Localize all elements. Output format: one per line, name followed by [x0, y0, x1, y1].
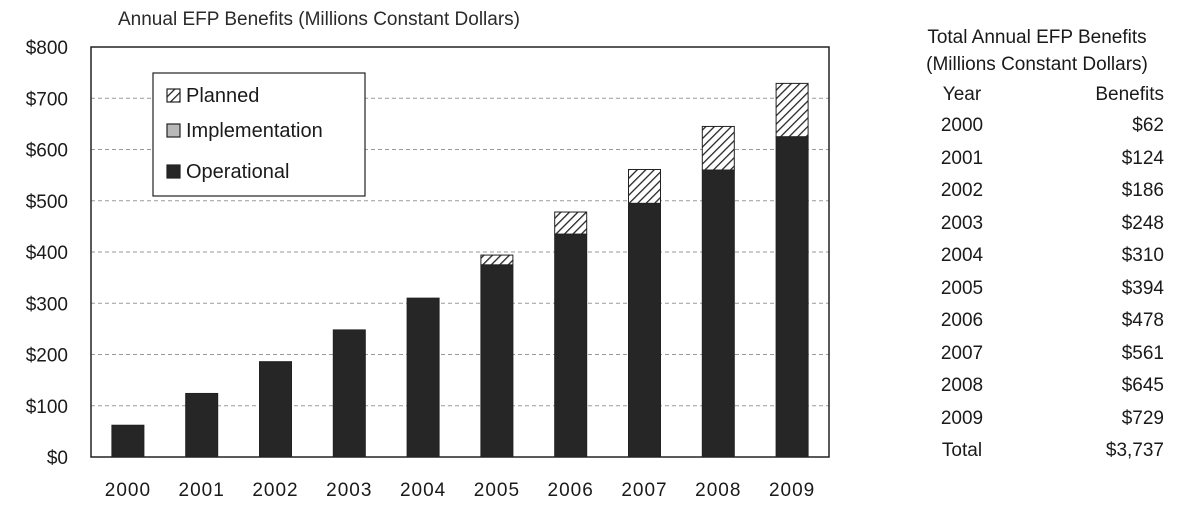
summary-year: 2004: [940, 245, 984, 267]
summary-header-year: Year: [942, 84, 982, 105]
x-tick-label: 2005: [474, 480, 520, 501]
y-tick-label: $0: [47, 448, 68, 469]
summary-year: 2007: [940, 342, 984, 364]
summary-benefits: $561: [1121, 342, 1164, 364]
y-tick-label: $400: [26, 243, 68, 264]
legend-box: [152, 72, 366, 197]
chart-title: Annual EFP Benefits (Millions Constant D…: [118, 9, 520, 30]
summary-table-panel: Total Annual EFP Benefits (Millions Cons…: [892, 24, 1182, 468]
summary-benefits: $310: [1121, 245, 1164, 267]
summary-header-row: Year Benefits: [892, 80, 1164, 110]
x-tick-label: 2006: [548, 480, 594, 501]
summary-row: 2003 $248: [892, 208, 1164, 241]
stacked-bar-chart: $0$100$200$300$400$500$600$700$800 2000 2…: [26, 38, 830, 501]
plot-frame: [90, 46, 830, 458]
x-tick-label: 2000: [105, 480, 151, 501]
summary-row: 2002 $186: [892, 175, 1164, 208]
summary-row: 2007 $561: [892, 338, 1164, 371]
summary-benefits: $394: [1121, 277, 1164, 299]
summary-row: 2004 $310: [892, 240, 1164, 273]
legend-swatch-implementation: [166, 123, 181, 138]
bar-operational-2009: [775, 136, 809, 458]
legend-label-implementation: Implementation: [186, 120, 323, 142]
y-tick-label: $700: [26, 89, 68, 110]
bar-operational-2006: [554, 233, 588, 458]
y-axis-ticks: $0 $100 $200 $300 $400 $500 $600 $700 $800: [26, 38, 68, 469]
summary-body: 2000 $62 2001 $124 2002 $186 2003 $248 2004 $310 2…: [892, 110, 1164, 435]
bar-operational-2001: [185, 392, 219, 458]
bar-operational-2004: [406, 297, 440, 458]
x-tick-label: 2008: [695, 480, 741, 501]
summary-year: 2005: [940, 277, 984, 299]
summary-total-label: Total: [941, 440, 983, 462]
bar-planned-2008: [701, 125, 735, 171]
legend-swatch-planned: [166, 88, 181, 103]
summary-row: 2005 $394: [892, 273, 1164, 306]
y-tick-label: $600: [26, 141, 68, 162]
y-tick-label: $800: [26, 38, 68, 59]
legend-label-operational: Operational: [186, 161, 289, 183]
summary-year: 2006: [940, 310, 984, 332]
bar-operational-2002: [259, 361, 292, 458]
bar-planned-2007: [628, 168, 661, 204]
summary-year: 2000: [940, 115, 984, 137]
legend: Planned Implementation Operational: [152, 72, 366, 197]
x-tick-label: 2004: [400, 480, 446, 501]
bar-operational-2007: [628, 202, 661, 458]
summary-year: 2008: [940, 375, 984, 397]
bar-planned-2009: [775, 82, 809, 138]
summary-benefits: $186: [1121, 180, 1164, 202]
y-tick-label: $200: [26, 346, 68, 367]
bars: [111, 82, 809, 458]
summary-header-benefits: Benefits: [1095, 84, 1164, 105]
summary-total-row: Total $3,737: [892, 435, 1164, 468]
legend-label-planned: Planned: [186, 85, 259, 107]
summary-benefits: $729: [1121, 407, 1164, 429]
summary-benefits: $645: [1121, 375, 1164, 397]
x-tick-label: 2007: [621, 480, 667, 501]
summary-benefits: $124: [1121, 147, 1164, 169]
summary-benefits: $478: [1121, 310, 1164, 332]
summary-year: 2002: [940, 180, 984, 202]
summary-total-value: $3,737: [1105, 440, 1164, 462]
y-tick-label: $500: [26, 192, 68, 213]
y-tick-label: $300: [26, 294, 68, 315]
x-axis-ticks: 2000 2001 2002 2003 2004 2005 2006 2007 2008 2009: [105, 480, 815, 501]
bar-planned-2006: [554, 211, 588, 235]
x-tick-label: 2002: [252, 480, 298, 501]
legend-swatch-operational: [166, 164, 181, 179]
summary-benefits: $248: [1121, 212, 1164, 234]
y-tick-label: $100: [26, 397, 68, 418]
x-tick-label: 2001: [179, 480, 225, 501]
summary-title-line1: Total Annual EFP Benefits: [927, 27, 1147, 48]
bar-operational-2003: [332, 329, 366, 458]
bar-operational-2008: [701, 169, 735, 458]
summary-year: 2001: [940, 147, 984, 169]
summary-year: 2003: [940, 212, 984, 234]
summary-row: 2006 $478: [892, 305, 1164, 338]
bar-operational-2000: [111, 424, 145, 458]
summary-table: Year Benefits 2000 $62 2001 $124 2002 $186 200…: [892, 80, 1164, 468]
summary-row: 2000 $62: [892, 110, 1164, 143]
summary-row: 2001 $124: [892, 143, 1164, 176]
summary-row: 2009 $729: [892, 403, 1164, 436]
bar-planned-2005: [480, 254, 514, 266]
x-tick-label: 2003: [326, 480, 372, 501]
summary-benefits: $62: [1132, 115, 1164, 137]
bar-operational-2005: [480, 264, 514, 458]
summary-title-line2: (Millions Constant Dollars): [926, 54, 1148, 75]
x-tick-label: 2009: [769, 480, 815, 501]
summary-year: 2009: [940, 407, 984, 429]
summary-row: 2008 $645: [892, 370, 1164, 403]
